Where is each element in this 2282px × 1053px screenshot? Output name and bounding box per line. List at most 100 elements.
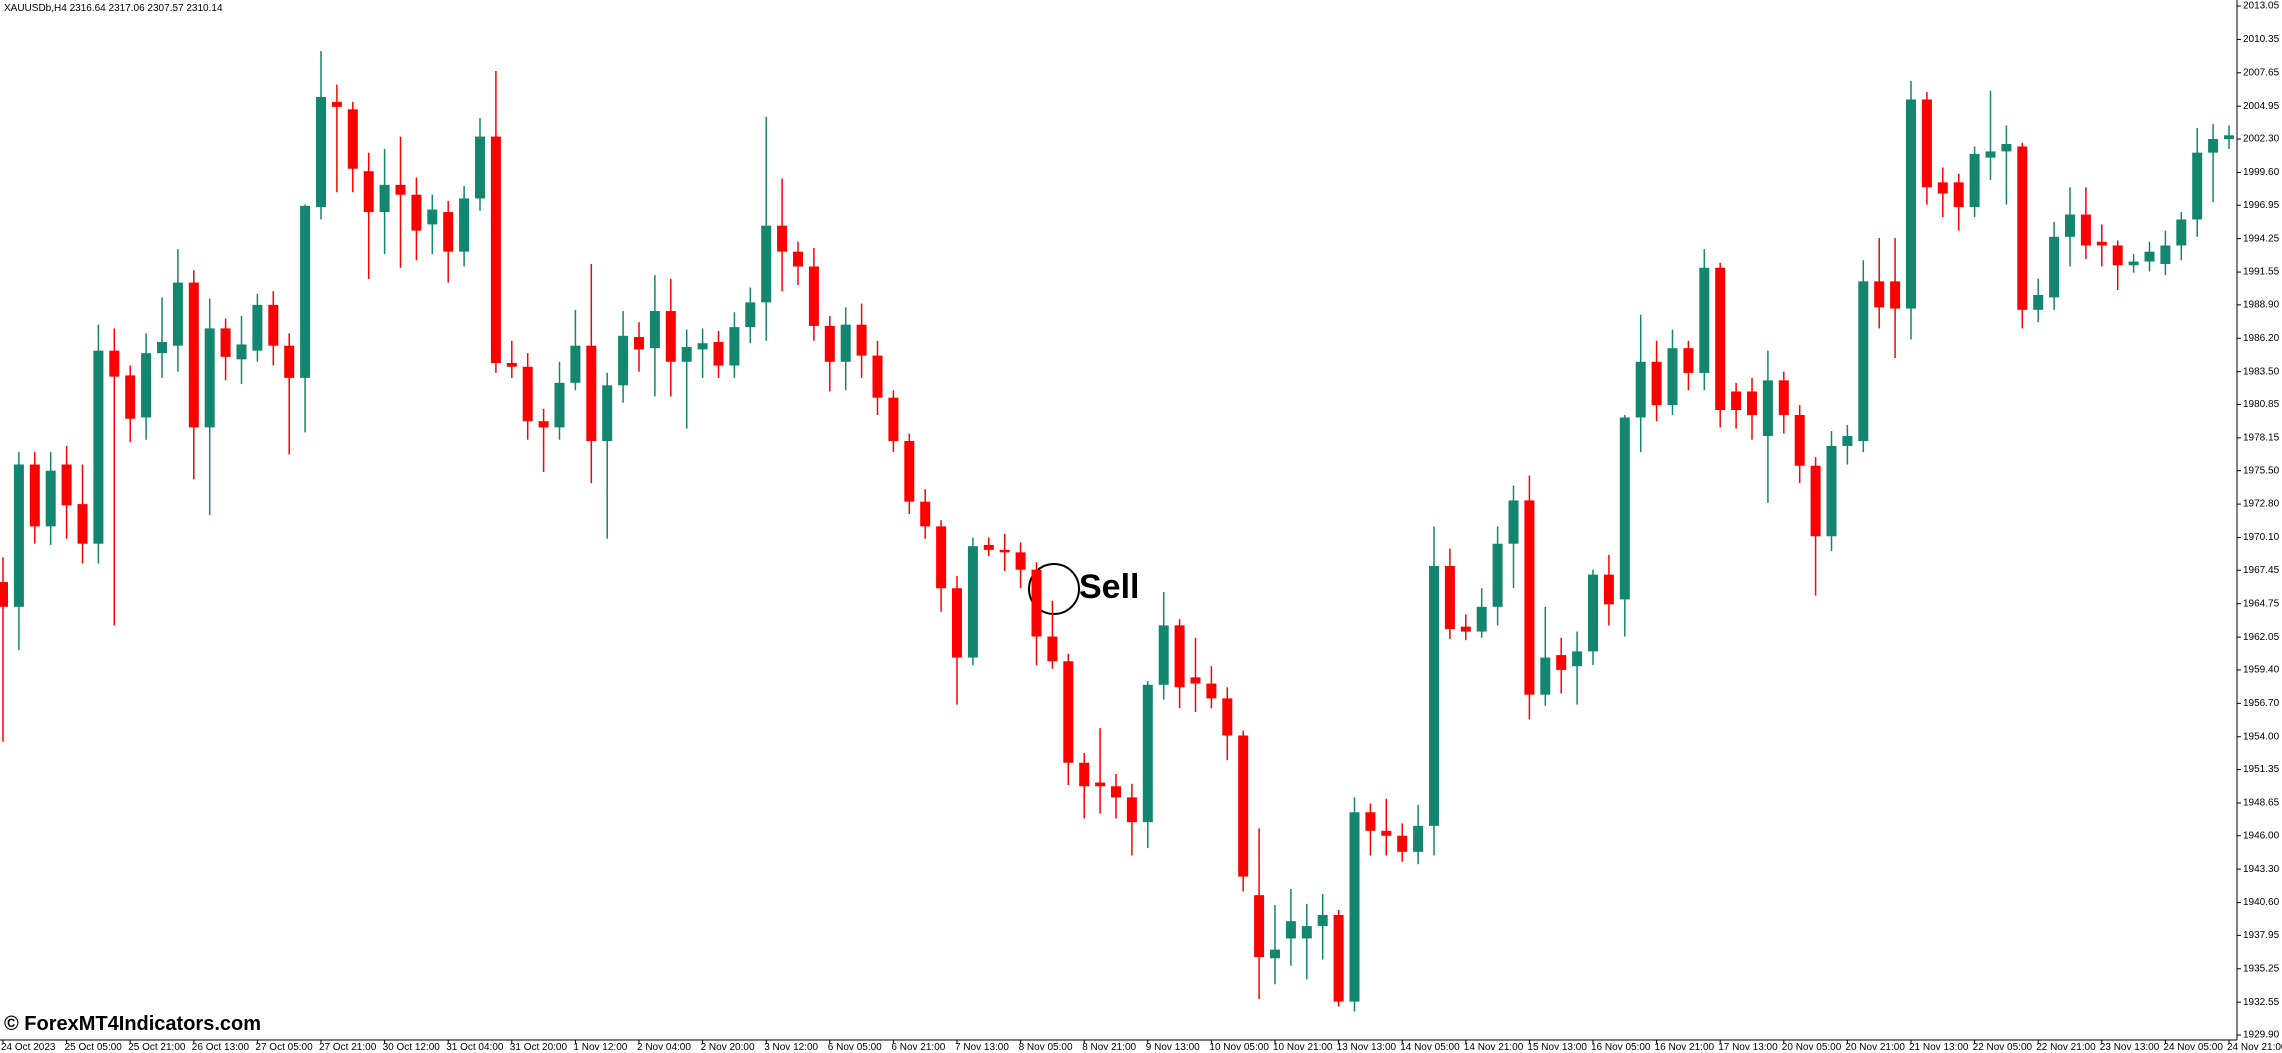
candle-body — [1444, 565, 1455, 630]
candle-body — [2001, 143, 2012, 152]
candle-body — [808, 266, 819, 326]
x-tick-label: 24 Oct 2023 — [1, 1042, 56, 1053]
candle-body — [1858, 281, 1869, 441]
candle-body — [252, 304, 263, 351]
candle-body — [1492, 543, 1503, 607]
candle-body — [204, 328, 215, 428]
candle-body — [1540, 657, 1551, 695]
x-tick-label: 27 Oct 05:00 — [255, 1042, 313, 1053]
candle-body — [713, 341, 724, 366]
candle-body — [888, 397, 899, 441]
candle-body — [1715, 267, 1726, 411]
x-tick-label: 30 Oct 12:00 — [383, 1042, 441, 1053]
candle-body — [1190, 677, 1201, 684]
candle-body — [2176, 219, 2187, 246]
y-tick-label: 1991.55 — [2243, 267, 2280, 278]
watermark: © ForexMT4Indicators.com — [4, 1013, 261, 1035]
candle-body — [1238, 735, 1249, 877]
y-tick-label: 2004.95 — [2243, 101, 2280, 112]
candle-body — [1969, 153, 1980, 208]
candle-body — [745, 302, 756, 328]
candle-body — [77, 504, 88, 544]
candle-body — [1285, 921, 1296, 939]
candle-body — [1921, 99, 1932, 188]
candle-body — [681, 346, 692, 362]
candle-body — [602, 385, 613, 441]
candle-body — [777, 225, 788, 252]
candle-body — [1254, 895, 1265, 958]
candle-body — [840, 324, 851, 362]
candle-body — [618, 335, 629, 386]
candle-body — [1111, 786, 1121, 798]
candle-body — [1126, 797, 1137, 823]
candle-body — [45, 470, 56, 527]
x-tick-label: 1 Nov 12:00 — [573, 1042, 627, 1053]
candle-body — [1365, 812, 1376, 831]
candle-body — [872, 355, 883, 398]
y-tick-label: 1988.90 — [2243, 300, 2280, 311]
y-tick-label: 1967.45 — [2243, 565, 2280, 576]
candle-body — [331, 101, 342, 107]
y-tick-label: 1943.30 — [2243, 864, 2280, 875]
candle-body — [141, 353, 152, 418]
candle-body — [2144, 251, 2155, 262]
candle-body — [1619, 417, 1630, 600]
candle-body — [172, 282, 183, 346]
y-tick-label: 2013.05 — [2243, 1, 2280, 12]
candle-body — [554, 382, 565, 428]
candle-body — [1572, 651, 1583, 667]
x-tick-label: 17 Nov 13:00 — [1718, 1042, 1778, 1053]
x-tick-label: 16 Nov 05:00 — [1591, 1042, 1651, 1053]
candle-body — [999, 549, 1010, 553]
candle-body — [1270, 949, 1280, 959]
y-tick-label: 1983.50 — [2243, 366, 2280, 377]
candle-body — [1874, 281, 1885, 308]
candle-body — [824, 325, 835, 362]
x-tick-label: 10 Nov 05:00 — [1209, 1042, 1269, 1053]
candle-body — [1699, 267, 1710, 373]
y-tick-label: 1980.85 — [2243, 399, 2280, 410]
x-tick-label: 6 Nov 21:00 — [891, 1042, 945, 1053]
candle-body — [1015, 552, 1026, 570]
candle-body — [1778, 380, 1789, 416]
candle-body — [109, 350, 120, 377]
candle-body — [1333, 914, 1344, 1002]
y-tick-label: 1962.05 — [2243, 632, 2280, 643]
y-tick-label: 1937.95 — [2243, 930, 2280, 941]
candle-body — [61, 464, 72, 506]
y-tick-label: 1975.50 — [2243, 465, 2280, 476]
candle-body — [1762, 380, 1773, 437]
candle-body — [2208, 139, 2219, 153]
x-tick-label: 14 Nov 21:00 — [1464, 1042, 1524, 1053]
candle-body — [1588, 574, 1598, 652]
x-tick-label: 22 Nov 05:00 — [1973, 1042, 2033, 1053]
candle-body — [634, 337, 644, 350]
candle-body — [157, 341, 167, 354]
x-tick-label: 7 Nov 13:00 — [955, 1042, 1009, 1053]
candle-body — [1031, 569, 1042, 637]
candle-body — [2112, 245, 2123, 266]
candle-body — [1397, 835, 1408, 852]
signal-circle — [1028, 563, 1080, 615]
candle-body — [363, 171, 374, 213]
y-tick-label: 1996.95 — [2243, 200, 2280, 211]
y-tick-label: 1951.35 — [2243, 764, 2280, 775]
candle-body — [1142, 684, 1153, 823]
x-tick-label: 2 Nov 20:00 — [701, 1042, 755, 1053]
candle-body — [2049, 236, 2060, 298]
candle-body — [268, 304, 279, 346]
candle-body — [1842, 436, 1853, 446]
candle-body — [1413, 825, 1424, 852]
y-tick-label: 2007.65 — [2243, 67, 2280, 78]
y-tick-label: 1946.00 — [2243, 830, 2280, 841]
candle-body — [284, 345, 295, 378]
y-tick-label: 2002.30 — [2243, 134, 2280, 145]
candle-body — [1635, 361, 1646, 418]
y-tick-label: 2010.35 — [2243, 34, 2280, 45]
candle-body — [2224, 135, 2234, 140]
x-tick-label: 25 Oct 21:00 — [128, 1042, 186, 1053]
y-tick-label: 1940.60 — [2243, 897, 2280, 908]
candle-body — [1508, 500, 1519, 544]
candle-body — [379, 184, 390, 213]
candle-body — [952, 588, 962, 658]
